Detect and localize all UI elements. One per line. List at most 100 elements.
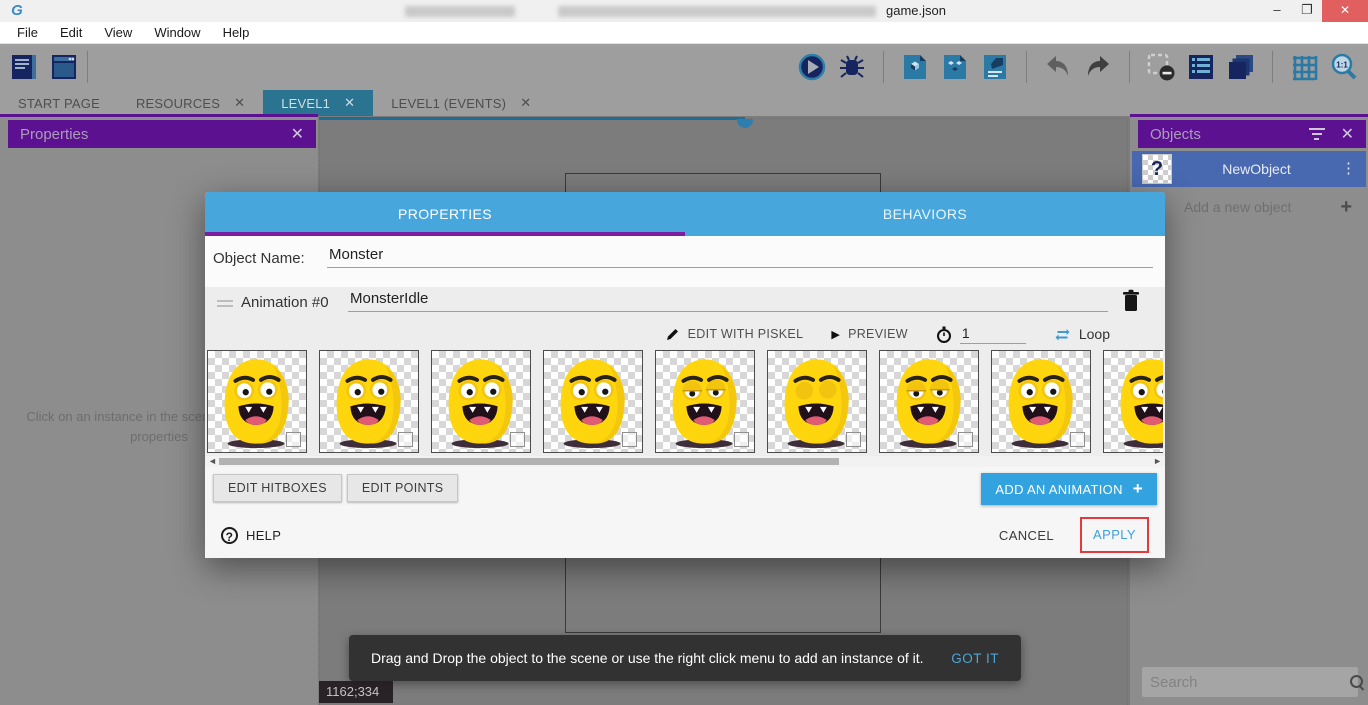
dialog-tab-bar: PROPERTIES BEHAVIORS (205, 192, 1165, 236)
add-object-plus-icon[interactable]: + (1340, 195, 1352, 218)
undo-icon[interactable] (1042, 51, 1074, 83)
frame-checkbox[interactable] (958, 432, 973, 447)
redacted-title-segment (558, 6, 876, 17)
edit-points-button[interactable]: EDIT POINTS (346, 474, 459, 502)
animation-frame-5[interactable] (767, 350, 867, 453)
object-search-box (1142, 667, 1363, 697)
svg-text:1:1: 1:1 (1336, 61, 1348, 70)
object-thumbnail-unknown-icon: ? (1142, 154, 1172, 184)
snackbar-message: Drag and Drop the object to the scene or… (371, 650, 924, 666)
add-animation-button[interactable]: ADD AN ANIMATION + (981, 473, 1157, 505)
start-page-icon[interactable] (48, 51, 80, 83)
animation-frame-2[interactable] (431, 350, 531, 453)
close-tab-icon[interactable]: ✕ (344, 95, 356, 110)
preview-play-icon[interactable] (796, 51, 828, 83)
active-tab-indicator (205, 232, 685, 236)
object-list-item-newobject[interactable]: ? NewObject ⋮ (1132, 151, 1366, 187)
animation-frame-8[interactable] (1103, 350, 1163, 453)
close-button[interactable]: ✕ (1322, 0, 1368, 22)
animation-frame-1[interactable] (319, 350, 419, 453)
frame-checkbox[interactable] (510, 432, 525, 447)
close-tab-icon[interactable]: ✕ (520, 95, 532, 110)
scroll-left-icon[interactable]: ◄ (208, 456, 217, 466)
dialog-footer: ? HELP CANCEL APPLY (205, 512, 1165, 558)
scene-properties-icon[interactable] (979, 51, 1011, 83)
grid-icon[interactable] (1288, 51, 1320, 83)
menu-edit[interactable]: Edit (59, 25, 83, 40)
tab-level1-events[interactable]: LEVEL1 (EVENTS) ✕ (391, 95, 532, 111)
restore-button[interactable]: ❐ (1301, 2, 1313, 17)
add-object-label: Add a new object (1184, 199, 1292, 215)
tab-level1[interactable]: LEVEL1 ✕ (263, 90, 374, 116)
time-between-frames-input[interactable] (959, 324, 1026, 344)
objects-panel: Objects ✕ ? NewObject ⋮ Add a new object… (1130, 114, 1368, 705)
drag-handle-icon[interactable] (217, 297, 233, 310)
tab-start-page[interactable]: START PAGE (18, 95, 100, 111)
close-panel-icon[interactable]: ✕ (290, 126, 304, 143)
object-editor-dialog: PROPERTIES BEHAVIORS Object Name: Animat… (205, 192, 1165, 558)
frames-scrollbar[interactable]: ◄ ► (205, 456, 1165, 467)
frame-checkbox[interactable] (734, 432, 749, 447)
preview-button[interactable]: ▶ PREVIEW (831, 327, 908, 341)
cancel-button[interactable]: CANCEL (998, 527, 1055, 543)
zoom-original-icon[interactable]: 1:1 (1328, 51, 1360, 83)
menu-view[interactable]: View (104, 25, 133, 40)
time-between-frames-field (936, 324, 1026, 344)
object-groups-icon[interactable] (939, 51, 971, 83)
help-button[interactable]: ? HELP (221, 526, 281, 544)
object-search-input[interactable] (1150, 673, 1349, 691)
minimize-button[interactable]: – (1273, 2, 1281, 17)
animation-frame-7[interactable] (991, 350, 1091, 453)
snackbar: Drag and Drop the object to the scene or… (349, 635, 1021, 681)
animation-section: Animation #0 EDIT WITH PISKEL ▶ PREVIEW (205, 287, 1165, 467)
animation-frame-6[interactable] (879, 350, 979, 453)
animation-frame-3[interactable] (543, 350, 643, 453)
editor-tab-bar: START PAGE RESOURCES ✕ LEVEL1 ✕ LEVEL1 (EV… (0, 90, 1368, 116)
filter-icon[interactable] (1308, 128, 1325, 140)
deselect-instances-icon[interactable] (1145, 51, 1177, 83)
object-name-input[interactable] (327, 246, 1153, 268)
main-toolbar: 1:1 (0, 44, 1368, 90)
menu-bar: File Edit View Window Help (0, 22, 1368, 44)
pencil-icon (666, 328, 678, 340)
frame-checkbox[interactable] (622, 432, 637, 447)
scrollbar-thumb[interactable] (219, 458, 839, 465)
selection-handle[interactable] (737, 119, 753, 128)
frame-checkbox[interactable] (1070, 432, 1085, 447)
apply-button[interactable]: APPLY (1093, 527, 1136, 542)
selection-top-edge (319, 117, 745, 120)
dialog-tab-behaviors[interactable]: BEHAVIORS (882, 206, 968, 222)
close-panel-icon[interactable]: ✕ (1340, 126, 1354, 143)
frame-checkbox[interactable] (398, 432, 413, 447)
close-tab-icon[interactable]: ✕ (234, 95, 246, 110)
tab-resources[interactable]: RESOURCES ✕ (135, 95, 246, 111)
animation-name-input[interactable] (348, 290, 1108, 312)
animation-controls-row: EDIT WITH PISKEL ▶ PREVIEW Loop (205, 321, 1110, 347)
got-it-button[interactable]: GOT IT (951, 650, 999, 666)
instances-list-icon[interactable] (1185, 51, 1217, 83)
menu-window[interactable]: Window (154, 25, 201, 40)
search-icon[interactable] (1349, 674, 1363, 690)
animation-index-label: Animation #0 (241, 294, 329, 311)
delete-animation-icon[interactable] (1121, 289, 1141, 313)
scroll-right-icon[interactable]: ► (1153, 456, 1162, 466)
menu-help[interactable]: Help (222, 25, 250, 40)
dialog-tab-properties[interactable]: PROPERTIES (398, 206, 492, 222)
layers-icon[interactable] (1225, 51, 1257, 83)
animation-frame-4[interactable] (655, 350, 755, 453)
object-menu-icon[interactable]: ⋮ (1341, 160, 1356, 177)
menu-file[interactable]: File (17, 25, 38, 40)
edit-with-piskel-button[interactable]: EDIT WITH PISKEL (665, 327, 804, 342)
animation-frame-0[interactable] (207, 350, 307, 453)
debug-icon[interactable] (836, 51, 868, 83)
add-object-row[interactable]: Add a new object + (1132, 191, 1366, 223)
loop-icon (1055, 328, 1070, 340)
edit-hitboxes-button[interactable]: EDIT HITBOXES (213, 474, 342, 502)
frame-checkbox[interactable] (286, 432, 301, 447)
loop-toggle[interactable]: Loop (1054, 326, 1110, 342)
play-small-icon: ▶ (831, 328, 841, 341)
objects-editor-icon[interactable] (899, 51, 931, 83)
project-manager-icon[interactable] (8, 51, 40, 83)
redo-icon[interactable] (1082, 51, 1114, 83)
frame-checkbox[interactable] (846, 432, 861, 447)
